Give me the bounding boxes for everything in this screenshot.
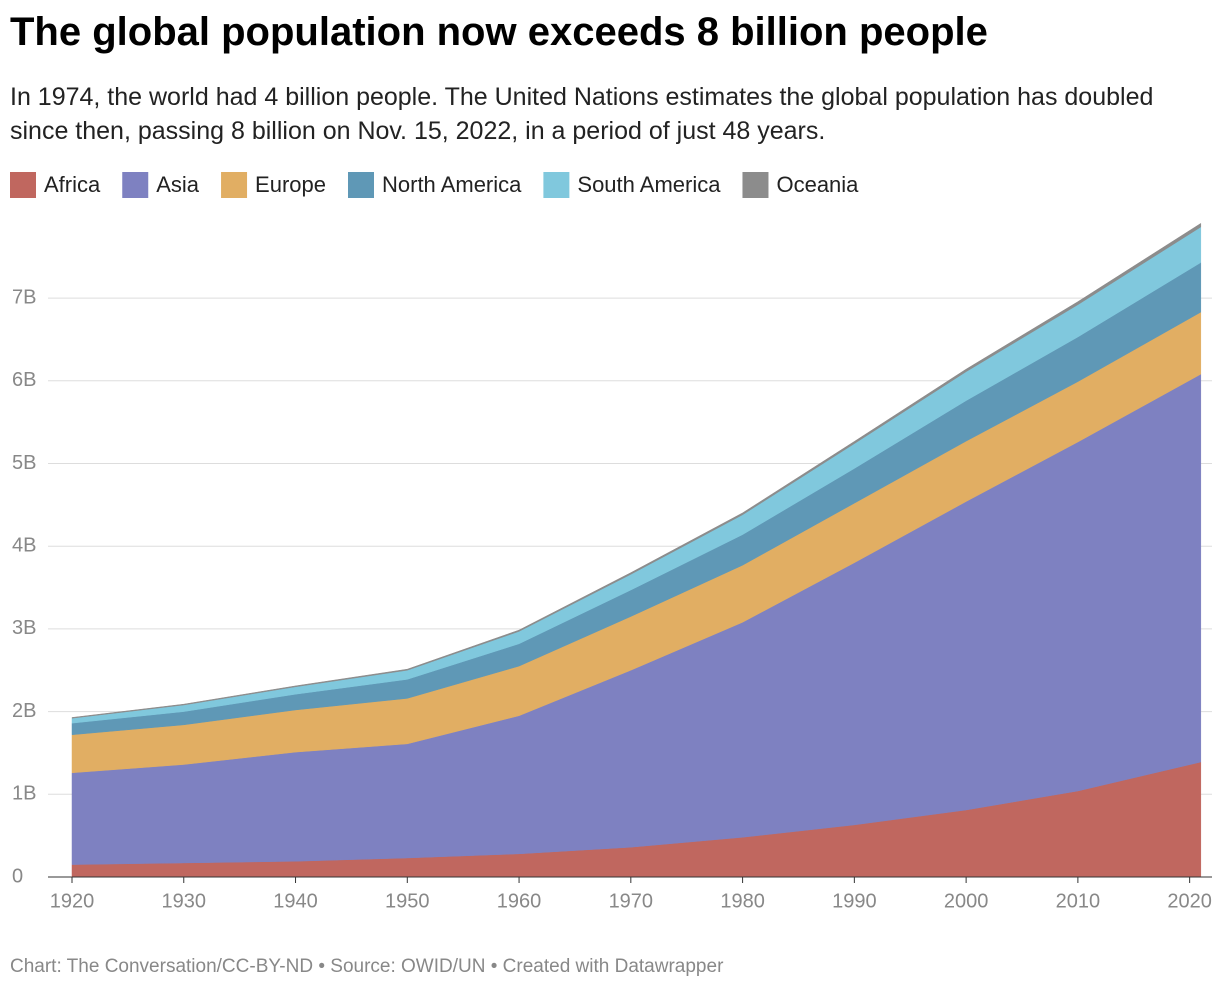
y-tick-label: 2B: [12, 700, 36, 722]
legend-swatch: [122, 172, 149, 198]
chart-subtitle: In 1974, the world had 4 billion people.…: [10, 83, 1154, 145]
y-tick-label: 5B: [12, 452, 36, 474]
legend-label: North America: [382, 172, 522, 197]
y-tick-label: 7B: [12, 286, 36, 308]
y-tick-label: 1B: [12, 783, 36, 805]
legend-swatch: [742, 172, 769, 198]
x-tick-label: 1960: [497, 890, 542, 912]
x-tick-label: 1940: [273, 890, 318, 912]
x-tick-label: 2020: [1167, 890, 1212, 912]
legend-swatch: [10, 172, 36, 198]
y-tick-label: 0: [12, 865, 23, 887]
area: [71, 222, 1202, 719]
y-tick-label: 4B: [12, 534, 36, 556]
chart-title: The global population now exceeds 8 bill…: [10, 10, 988, 54]
legend-swatch: [543, 172, 570, 198]
legend-label: Asia: [156, 172, 200, 197]
x-tick-label: 1930: [162, 890, 207, 912]
legend-label: Europe: [255, 172, 326, 197]
legend-label: Oceania: [776, 172, 859, 197]
legend-swatch: [221, 172, 248, 198]
x-tick-label: 1970: [609, 890, 654, 912]
y-tick-label: 6B: [12, 369, 36, 391]
x-tick-label: 1950: [385, 890, 430, 912]
x-tick-label: 1990: [832, 890, 877, 912]
y-tick-label: 3B: [12, 617, 36, 639]
legend-label: Africa: [44, 172, 101, 197]
x-tick-label: 1920: [50, 890, 95, 912]
x-tick-label: 2010: [1056, 890, 1101, 912]
legend-swatch: [348, 172, 374, 198]
legend-label: South America: [577, 172, 721, 197]
x-tick-label: 2000: [944, 890, 989, 912]
chart-footer: Chart: The Conversation/CC-BY-ND • Sourc…: [10, 956, 724, 977]
x-tick-label: 1980: [720, 890, 765, 912]
